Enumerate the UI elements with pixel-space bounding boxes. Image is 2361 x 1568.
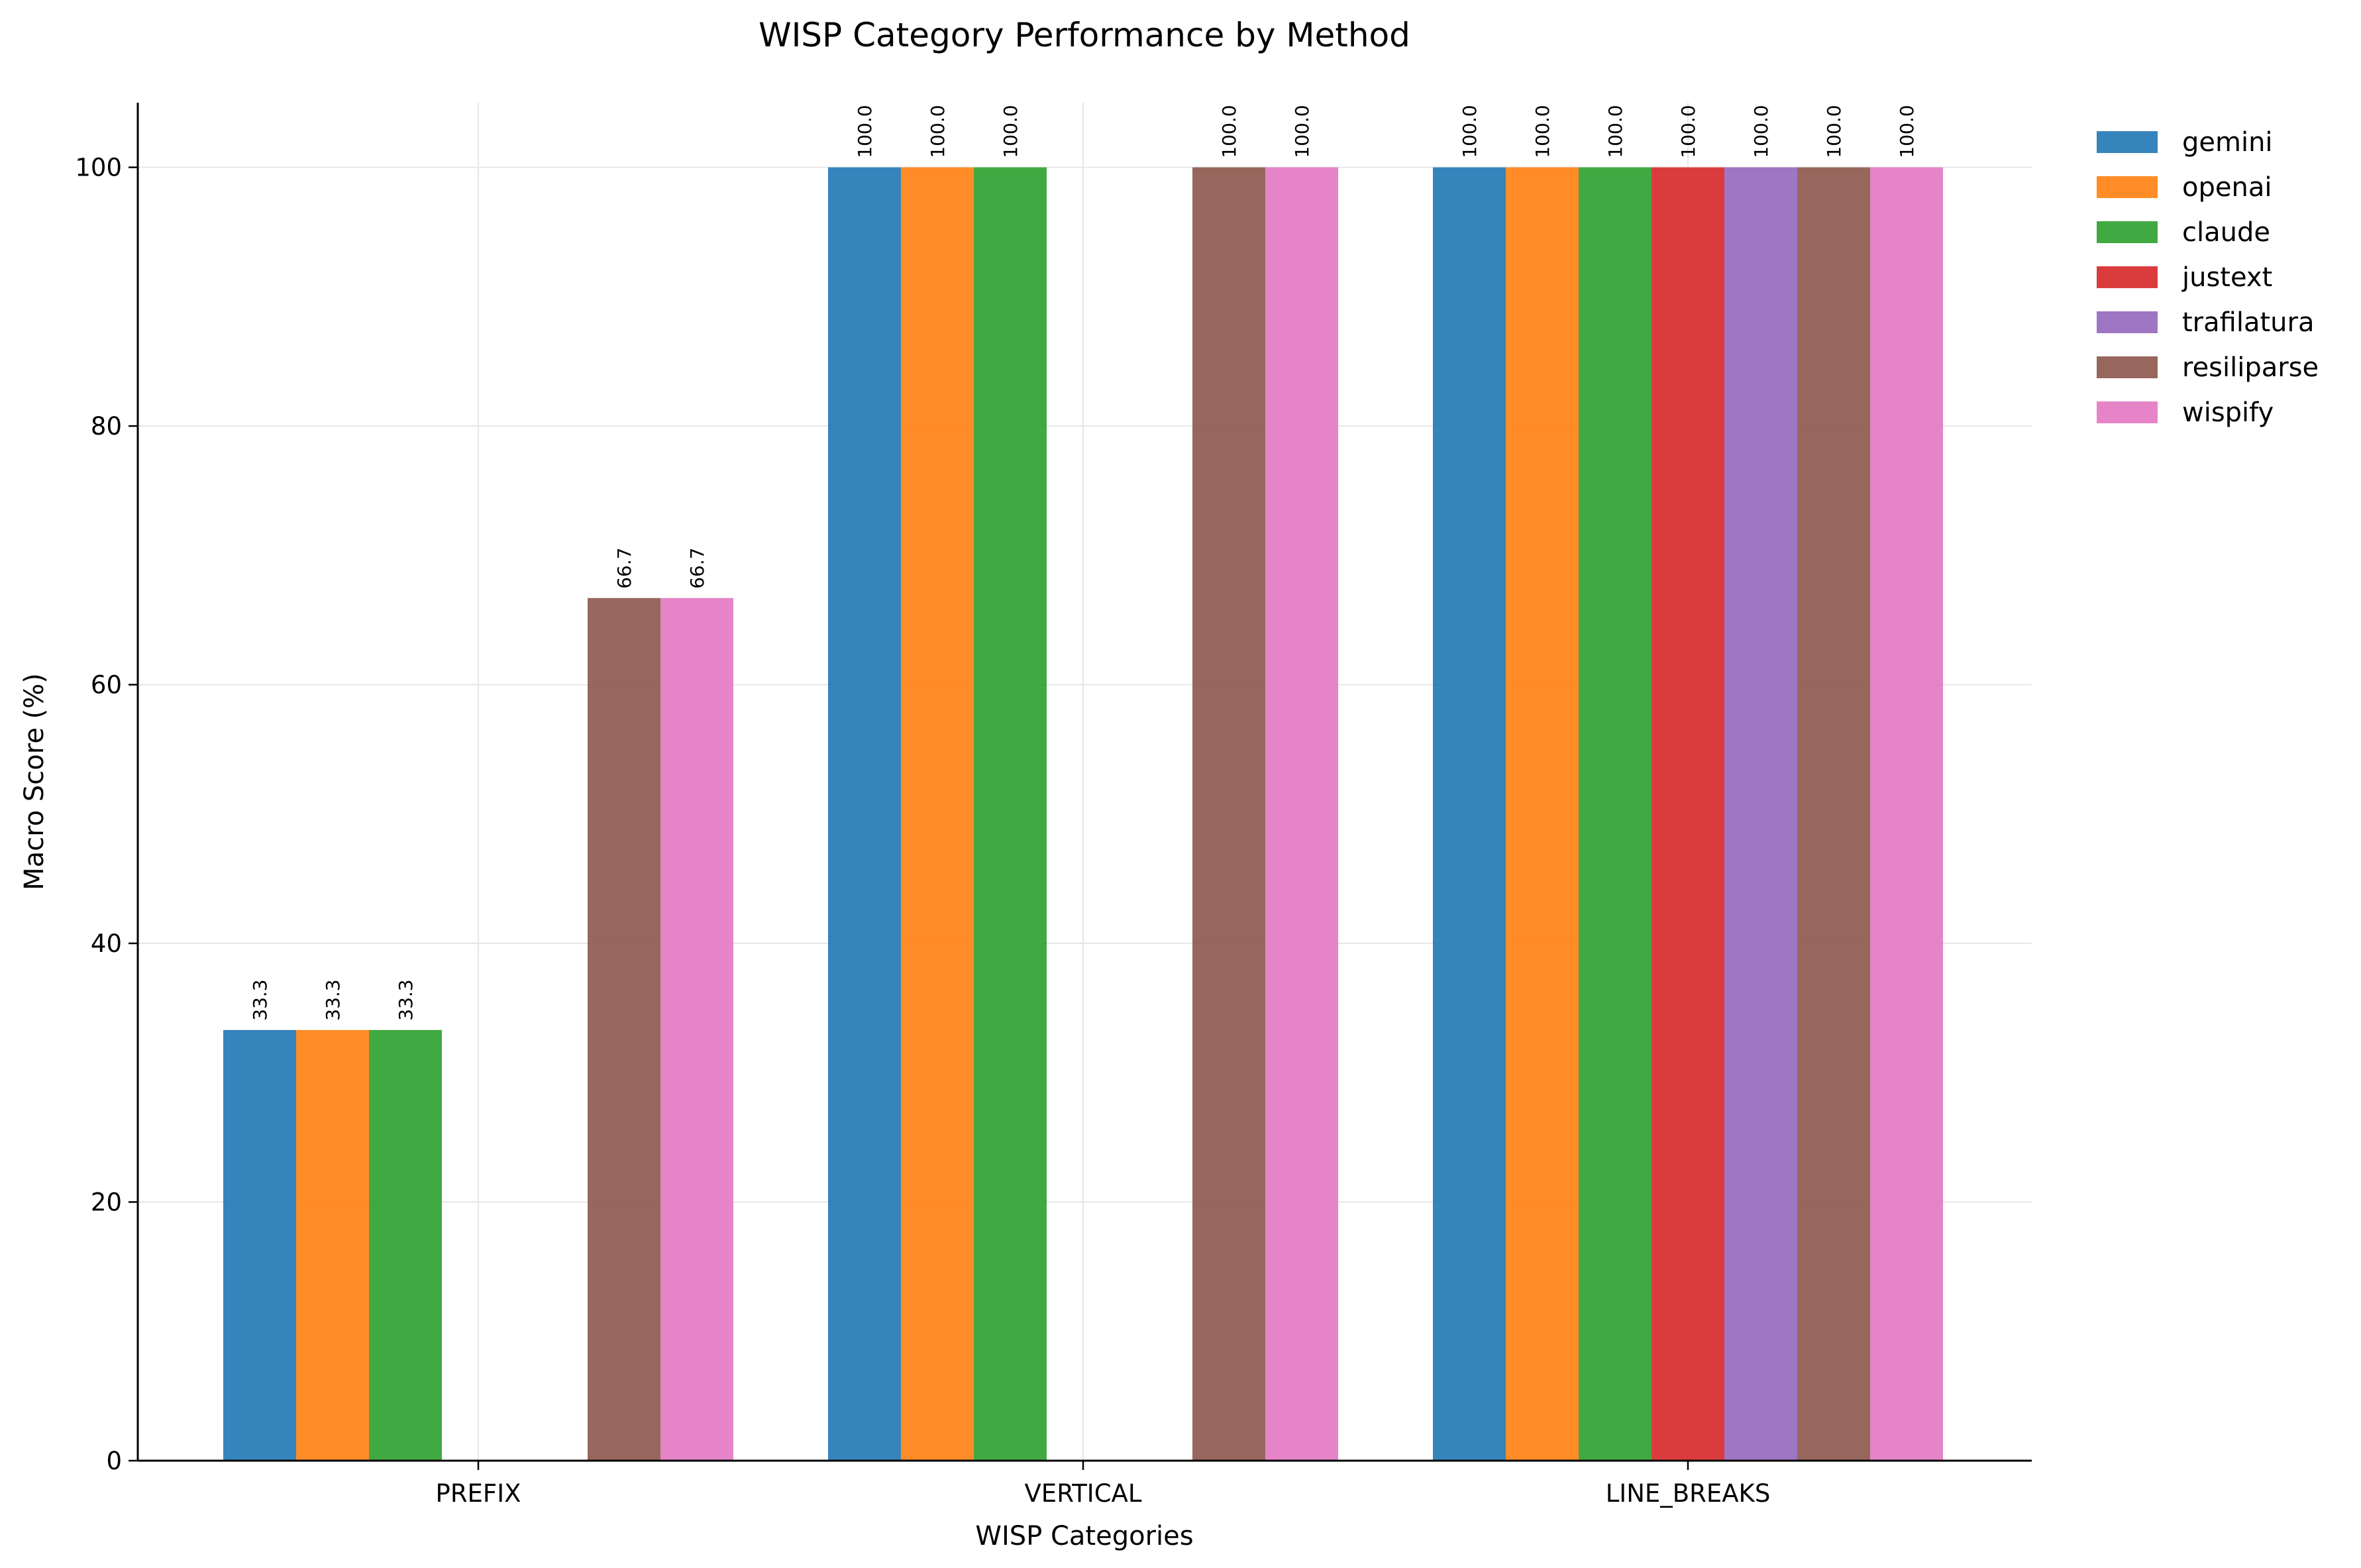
- legend-swatch-justext: [2097, 266, 2158, 288]
- legend-label-justext: justext: [2181, 262, 2272, 293]
- value-label-wispify-vertical: 100.0: [1291, 105, 1313, 158]
- value-label-claude-line_breaks: 100.0: [1604, 105, 1626, 158]
- tick-layer: 0 20 40 60 80 100 PREFIX VERTICAL LINE_BREAKS: [75, 154, 1770, 1508]
- bar-openai-line_breaks: [1506, 167, 1579, 1461]
- y-tick-label: 40: [91, 929, 122, 958]
- bar-openai-vertical: [901, 167, 974, 1461]
- value-label-openai-line_breaks: 100.0: [1532, 105, 1553, 158]
- value-label-wispify-prefix: 66.7: [686, 547, 708, 588]
- bar-trafilatura-line_breaks: [1724, 167, 1797, 1461]
- legend-swatch-gemini: [2097, 131, 2158, 153]
- bar-claude-vertical: [974, 167, 1047, 1461]
- value-label-gemini-line_breaks: 100.0: [1459, 105, 1481, 158]
- bar-wispify-prefix: [660, 598, 733, 1461]
- legend-swatch-resiliparse: [2097, 356, 2158, 378]
- y-tick-label: 100: [75, 154, 122, 182]
- x-tick-label: VERTICAL: [1025, 1479, 1142, 1508]
- bar-wispify-vertical: [1265, 167, 1338, 1461]
- value-label-openai-prefix: 33.3: [322, 980, 344, 1021]
- value-label-trafilatura-line_breaks: 100.0: [1750, 105, 1772, 158]
- bar-gemini-vertical: [828, 167, 901, 1461]
- bar-resiliparse-vertical: [1192, 167, 1265, 1461]
- y-tick-label: 60: [91, 671, 122, 700]
- value-label-resiliparse-line_breaks: 100.0: [1823, 105, 1845, 158]
- x-axis-label: WISP Categories: [975, 1521, 1193, 1551]
- y-tick-label: 80: [91, 412, 122, 441]
- bar-resiliparse-line_breaks: [1797, 167, 1870, 1461]
- bar-gemini-line_breaks: [1433, 167, 1506, 1461]
- value-label-gemini-vertical: 100.0: [854, 105, 876, 158]
- bar-layer: [223, 167, 1943, 1461]
- y-axis-label: Macro Score (%): [19, 673, 50, 890]
- x-tick-label: LINE_BREAKS: [1606, 1479, 1771, 1508]
- value-label-wispify-line_breaks: 100.0: [1896, 105, 1918, 158]
- legend-swatch-openai: [2097, 176, 2158, 198]
- value-label-claude-prefix: 33.3: [395, 980, 417, 1021]
- legend-label-openai: openai: [2182, 172, 2272, 203]
- bar-gemini-prefix: [223, 1029, 296, 1461]
- legend-swatch-claude: [2097, 221, 2158, 243]
- value-label-resiliparse-vertical: 100.0: [1218, 105, 1240, 158]
- bar-wispify-line_breaks: [1870, 167, 1943, 1461]
- value-label-layer: 33.3 100.0 100.0 33.3 100.0 100.0 33.3 100.0 100…: [249, 105, 1918, 1020]
- bar-claude-line_breaks: [1579, 167, 1652, 1461]
- bar-openai-prefix: [296, 1029, 369, 1461]
- chart-title: WISP Category Performance by Method: [759, 16, 1410, 54]
- legend-label-gemini: gemini: [2182, 127, 2273, 158]
- y-tick-label: 0: [106, 1447, 122, 1475]
- value-label-gemini-prefix: 33.3: [249, 980, 271, 1021]
- value-label-justext-line_breaks: 100.0: [1677, 105, 1699, 158]
- value-label-openai-vertical: 100.0: [927, 105, 949, 158]
- legend-swatch-wispify: [2097, 401, 2158, 423]
- value-label-claude-vertical: 100.0: [1000, 105, 1022, 158]
- legend-swatch-trafilatura: [2097, 311, 2158, 333]
- y-tick-label: 20: [91, 1188, 122, 1217]
- legend-label-claude: claude: [2182, 217, 2270, 248]
- bar-claude-prefix: [369, 1029, 442, 1461]
- legend-label-trafilatura: trafilatura: [2182, 307, 2314, 338]
- legend: gemini openai claude justext trafilatura resi…: [2097, 127, 2319, 428]
- legend-label-wispify: wispify: [2182, 397, 2274, 428]
- bar-resiliparse-prefix: [588, 598, 660, 1461]
- value-label-resiliparse-prefix: 66.7: [613, 547, 635, 588]
- bar-justext-line_breaks: [1652, 167, 1724, 1461]
- x-tick-label: PREFIX: [436, 1479, 521, 1508]
- legend-label-resiliparse: resiliparse: [2182, 352, 2319, 383]
